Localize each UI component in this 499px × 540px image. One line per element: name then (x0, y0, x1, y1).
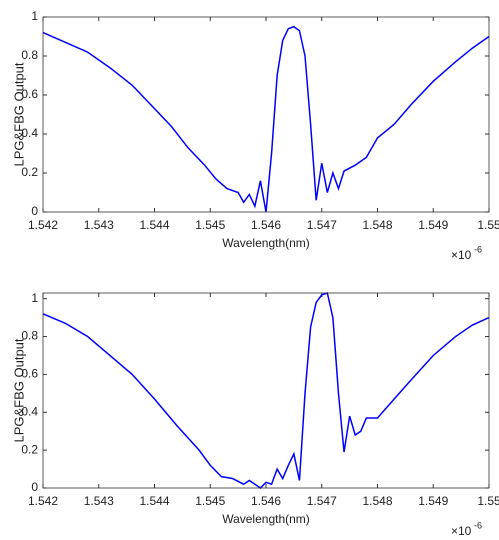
y-tick-label: 1 (31, 291, 38, 305)
x-tick-label: 1.546 (251, 218, 281, 232)
x-tick-label: 1.542 (28, 218, 58, 232)
data-line (42, 25, 490, 213)
x-tick-label: 1.543 (84, 494, 114, 508)
x-multiplier-base: ×10 (451, 524, 472, 538)
x-multiplier-exponent: -6 (474, 244, 482, 254)
y-tick-label: 0.6 (21, 87, 38, 101)
x-tick-label: 1.547 (307, 218, 337, 232)
x-tick-label: 1.55 (477, 218, 499, 232)
x-multiplier-exponent: -6 (474, 520, 482, 530)
y-tick-label: 0.8 (21, 329, 38, 343)
y-axis-label: LPG&FBG Output (11, 62, 26, 166)
plot-area (43, 293, 489, 488)
y-tick-label: 0.2 (21, 442, 38, 456)
x-tick-label: 1.548 (362, 218, 392, 232)
axes-box (42, 16, 490, 213)
x-tick-label: 1.549 (418, 494, 448, 508)
y-tick-label: 0.6 (21, 367, 38, 381)
x-tick-label: 1.542 (28, 494, 58, 508)
x-multiplier-base: ×10 (451, 248, 472, 262)
x-tick-label: 1.546 (251, 494, 281, 508)
y-axis-label: LPG&FBG Output (11, 338, 26, 442)
x-tick-label: 1.55 (477, 494, 499, 508)
y-tick-label: 0 (31, 480, 38, 494)
x-tick-label: 1.545 (195, 494, 225, 508)
x-tick-label: 1.547 (307, 494, 337, 508)
x-tick-label: 1.549 (418, 218, 448, 232)
y-tick-label: 1 (31, 9, 38, 23)
x-tick-label: 1.544 (139, 218, 169, 232)
y-tick-label: 0.4 (21, 126, 38, 140)
x-tick-label: 1.543 (84, 218, 114, 232)
y-tick-label: 0.2 (21, 165, 38, 179)
y-tick-label: 0.8 (21, 48, 38, 62)
y-tick-label: 0 (31, 204, 38, 218)
x-axis-label: Wavelength(nm) (222, 512, 310, 526)
data-line (42, 292, 490, 489)
x-tick-label: 1.545 (195, 218, 225, 232)
x-axis-label: Wavelength(nm) (222, 236, 310, 250)
x-tick-label: 1.544 (139, 494, 169, 508)
x-tick-label: 1.548 (362, 494, 392, 508)
y-tick-label: 0.4 (21, 404, 38, 418)
axes-box (42, 292, 490, 489)
plot-area (43, 17, 489, 212)
